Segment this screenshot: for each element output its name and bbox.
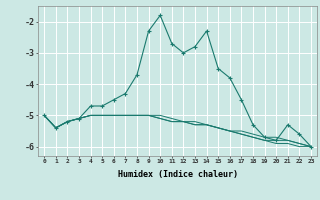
X-axis label: Humidex (Indice chaleur): Humidex (Indice chaleur) — [118, 170, 238, 179]
